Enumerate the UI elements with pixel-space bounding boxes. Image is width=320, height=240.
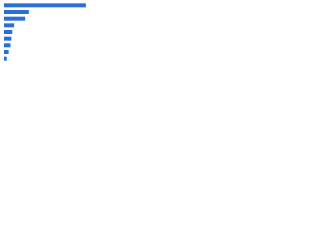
bar (4, 30, 13, 34)
bar (4, 36, 12, 41)
bar (4, 43, 11, 48)
bar (4, 23, 15, 28)
bar (4, 16, 26, 21)
bar (4, 56, 7, 61)
bar (4, 10, 29, 14)
page: {"chart_data": {"type": "barh", "categor… (0, 0, 320, 71)
chart (4, 3, 86, 61)
bar (4, 50, 9, 54)
bar (4, 3, 86, 8)
